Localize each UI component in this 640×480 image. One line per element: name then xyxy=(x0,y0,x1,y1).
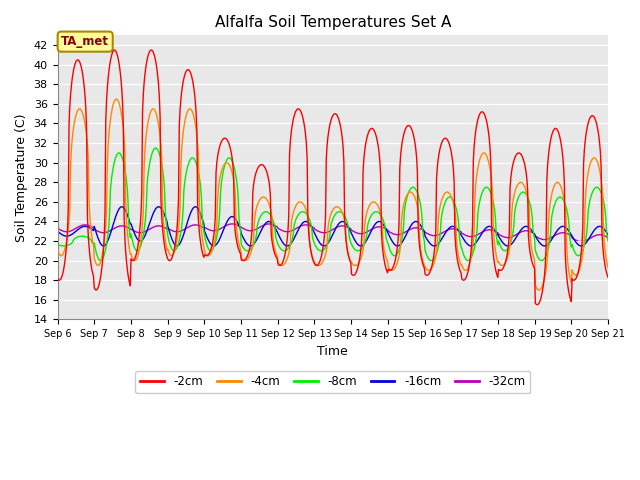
X-axis label: Time: Time xyxy=(317,345,348,358)
Legend: -2cm, -4cm, -8cm, -16cm, -32cm: -2cm, -4cm, -8cm, -16cm, -32cm xyxy=(135,371,530,393)
Y-axis label: Soil Temperature (C): Soil Temperature (C) xyxy=(15,113,28,241)
Text: TA_met: TA_met xyxy=(61,35,109,48)
Title: Alfalfa Soil Temperatures Set A: Alfalfa Soil Temperatures Set A xyxy=(214,15,451,30)
